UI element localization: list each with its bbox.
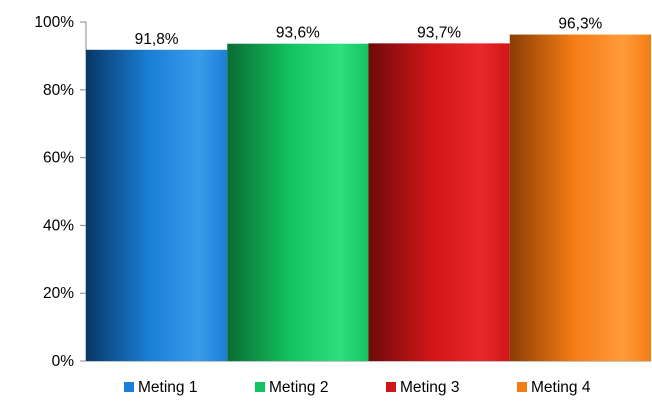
y-tick-label: 60% — [43, 150, 74, 167]
legend-label-3: Meting 3 — [400, 379, 459, 396]
data-label-3: 93,7% — [417, 24, 461, 41]
legend-label-1: Meting 1 — [138, 379, 197, 396]
bar-2 — [227, 43, 369, 362]
data-label-4: 96,3% — [558, 16, 602, 33]
legend-swatch-2 — [255, 382, 265, 392]
y-tick-label: 40% — [43, 217, 74, 234]
data-label-1: 91,8% — [135, 31, 179, 48]
bars — [86, 34, 651, 362]
y-tick-label: 80% — [43, 82, 74, 99]
bar-3 — [368, 43, 510, 362]
y-tick-label: 0% — [52, 353, 75, 370]
y-tick-label: 100% — [34, 14, 74, 31]
data-label-2: 93,6% — [276, 25, 320, 42]
data-labels: 91,8% 93,6% 93,7% 96,3% — [135, 16, 603, 48]
legend-swatch-3 — [386, 382, 396, 392]
bar-1 — [86, 49, 228, 361]
legend-label-4: Meting 4 — [531, 379, 591, 396]
legend: Meting 1 Meting 2 Meting 3 Meting 4 — [124, 379, 591, 396]
legend-swatch-4 — [517, 382, 527, 392]
bar-4 — [509, 34, 651, 361]
legend-swatch-1 — [124, 382, 134, 392]
y-tick-label: 20% — [43, 285, 74, 302]
legend-label-2: Meting 2 — [269, 379, 328, 396]
